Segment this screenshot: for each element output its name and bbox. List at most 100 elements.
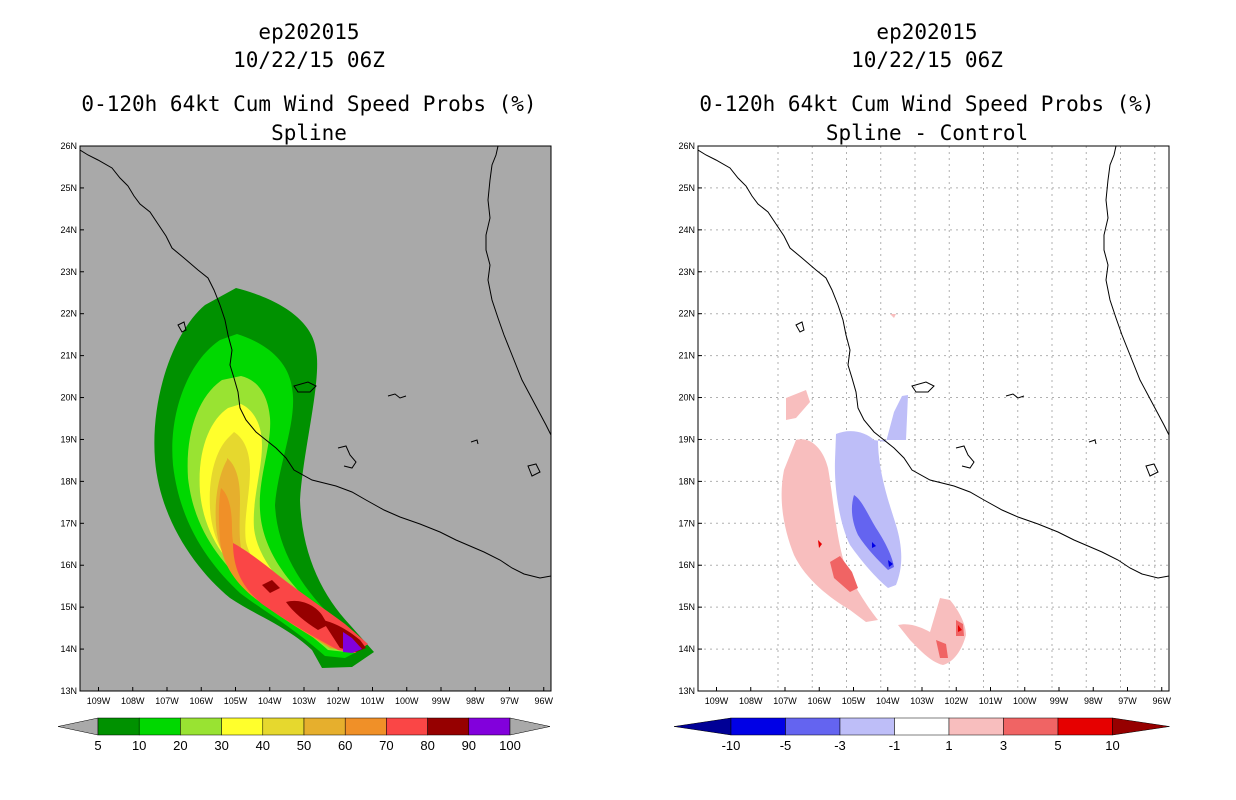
- lat-tick-label: 22N: [60, 309, 77, 319]
- lat-tick-label: 19N: [60, 434, 77, 444]
- colorbar-swatch: [97, 717, 140, 736]
- colorbar-swatch: [1003, 717, 1059, 736]
- lat-tick-label: 13N: [678, 686, 695, 696]
- left-product-title: 0-120h 64kt Cum Wind Speed Probs (%): [81, 92, 537, 116]
- coastline: [698, 146, 1169, 579]
- colorbar-label: 1: [945, 738, 952, 753]
- right-difference-map: 26N 25N 24N 23N 22N 21N 20N 19N 18N 17N 16N 15N 14N 1…: [673, 141, 1172, 753]
- colorbar-label: 3: [1000, 738, 1007, 753]
- lon-tick-label: 99W: [432, 696, 451, 706]
- left-colorbar: 5 10 20 30 40 50 60 70 80 90 100: [57, 717, 551, 753]
- lon-tick-label: 100W: [395, 696, 419, 706]
- lon-tick-label: 96W: [1152, 696, 1171, 706]
- lon-tick-label: 100W: [1013, 696, 1037, 706]
- lon-tick-label: 104W: [258, 696, 282, 706]
- lat-tick-label: 17N: [60, 518, 77, 528]
- lat-tick-label: 22N: [678, 309, 695, 319]
- negative-3-5-a: [851, 495, 894, 570]
- axis-ticks: 26N 25N 24N 23N 22N 21N 20N 19N 18N 17N 16N 15N 14N 1…: [678, 141, 1171, 706]
- colorbar-swatch: [839, 717, 895, 736]
- right-product-title: 0-120h 64kt Cum Wind Speed Probs (%): [699, 92, 1155, 116]
- contour-90pct: [343, 632, 362, 653]
- lat-tick-label: 15N: [678, 602, 695, 612]
- probability-contours: [154, 288, 374, 668]
- lat-tick-label: 25N: [678, 183, 695, 193]
- colorbar-swatch: [1057, 717, 1113, 736]
- colorbar-label: 20: [173, 738, 187, 753]
- lat-tick-label: 15N: [60, 602, 77, 612]
- colorbar-swatch: [386, 717, 428, 736]
- lat-tick-label: 17N: [678, 518, 695, 528]
- lon-tick-label: 108W: [121, 696, 145, 706]
- lat-tick-label: 23N: [678, 267, 695, 277]
- negative-5-10-a: [872, 542, 876, 548]
- positive-3-5-a: [830, 556, 858, 592]
- right-storm-id: ep202015: [876, 20, 978, 44]
- lat-tick-label: 25N: [60, 183, 77, 193]
- colorbar-label: 70: [379, 738, 393, 753]
- colorbar-swatch: [468, 717, 511, 736]
- difference-contours: [781, 314, 966, 665]
- negative-5-10-b: [888, 560, 893, 567]
- left-subtitle: Spline: [271, 121, 347, 145]
- colorbar-swatch: [730, 717, 786, 736]
- lat-tick-label: 14N: [60, 644, 77, 654]
- negative-1-3-a: [834, 395, 908, 588]
- contour-80pct-a: [262, 580, 280, 593]
- lon-tick-label: 102W: [944, 696, 968, 706]
- colorbar-label: 50: [297, 738, 311, 753]
- colorbar-label: -10: [722, 738, 741, 753]
- colorbar-swatch: [948, 717, 1004, 736]
- lon-tick-label: 99W: [1050, 696, 1069, 706]
- colorbar-label: -5: [780, 738, 792, 753]
- positive-5-10-b: [958, 625, 962, 632]
- lon-tick-label: 105W: [842, 696, 866, 706]
- lon-tick-label: 107W: [773, 696, 797, 706]
- colorbar-swatch: [262, 717, 305, 736]
- lat-tick-label: 26N: [678, 141, 695, 151]
- positive-1-3-c: [898, 598, 966, 665]
- axis-ticks: 26N 25N 24N 23N 22N 21N 20N 19N 18N 17N 16N 15N 14N 1…: [60, 141, 553, 706]
- right-subtitle: Spline - Control: [825, 121, 1029, 145]
- colorbar-over-triangle: [509, 717, 551, 736]
- lat-tick-label: 16N: [678, 560, 695, 570]
- lat-tick-label: 21N: [678, 351, 695, 361]
- positive-1-3-d: [890, 314, 896, 318]
- lat-tick-label: 13N: [60, 686, 77, 696]
- contour-40pct: [209, 432, 352, 648]
- positive-3-5-b: [936, 640, 948, 658]
- lon-tick-label: 109W: [705, 696, 729, 706]
- right-panel: ep202015 10/22/15 06Z 0-120h 64kt Cum Wi…: [618, 0, 1236, 800]
- colorbar-swatch: [785, 717, 841, 736]
- positive-5-10-a: [818, 540, 822, 548]
- lon-tick-label: 105W: [224, 696, 248, 706]
- lat-tick-label: 21N: [60, 351, 77, 361]
- lat-tick-label: 24N: [60, 225, 77, 235]
- lon-tick-label: 97W: [1118, 696, 1137, 706]
- colorbar-label: -1: [889, 738, 901, 753]
- lat-tick-label: 14N: [678, 644, 695, 654]
- colorbar-label: 5: [94, 738, 101, 753]
- colorbar-label: 60: [338, 738, 352, 753]
- lon-tick-label: 96W: [534, 696, 553, 706]
- left-panel: ep202015 10/22/15 06Z 0-120h 64kt Cum Wi…: [57, 20, 554, 753]
- coastline: [80, 146, 551, 579]
- map-frame: [697, 145, 1170, 692]
- colorbar-swatch: [138, 717, 181, 736]
- colorbar-label: 80: [420, 738, 434, 753]
- left-probability-map: 26N 25N 24N 23N 22N 21N 20N 19N 18N 17N 16N 15N 14N 1…: [57, 141, 554, 753]
- positive-1-3-b: [781, 439, 878, 622]
- colorbar-label: 10: [1105, 738, 1119, 753]
- colorbar-label: 100: [499, 738, 521, 753]
- lon-tick-label: 106W: [807, 696, 831, 706]
- colorbar-swatch: [427, 717, 470, 736]
- colorbar-swatch: [894, 717, 950, 736]
- lon-tick-label: 109W: [87, 696, 111, 706]
- lat-tick-label: 16N: [60, 560, 77, 570]
- colorbar-over-triangle: [1112, 717, 1170, 736]
- right-colorbar: -10 -5 -3 -1 1 3 5 10: [673, 717, 1170, 753]
- contour-80pct-b: [286, 600, 328, 630]
- lon-tick-label: 101W: [979, 696, 1003, 706]
- lon-tick-label: 103W: [910, 696, 934, 706]
- lon-tick-label: 106W: [189, 696, 213, 706]
